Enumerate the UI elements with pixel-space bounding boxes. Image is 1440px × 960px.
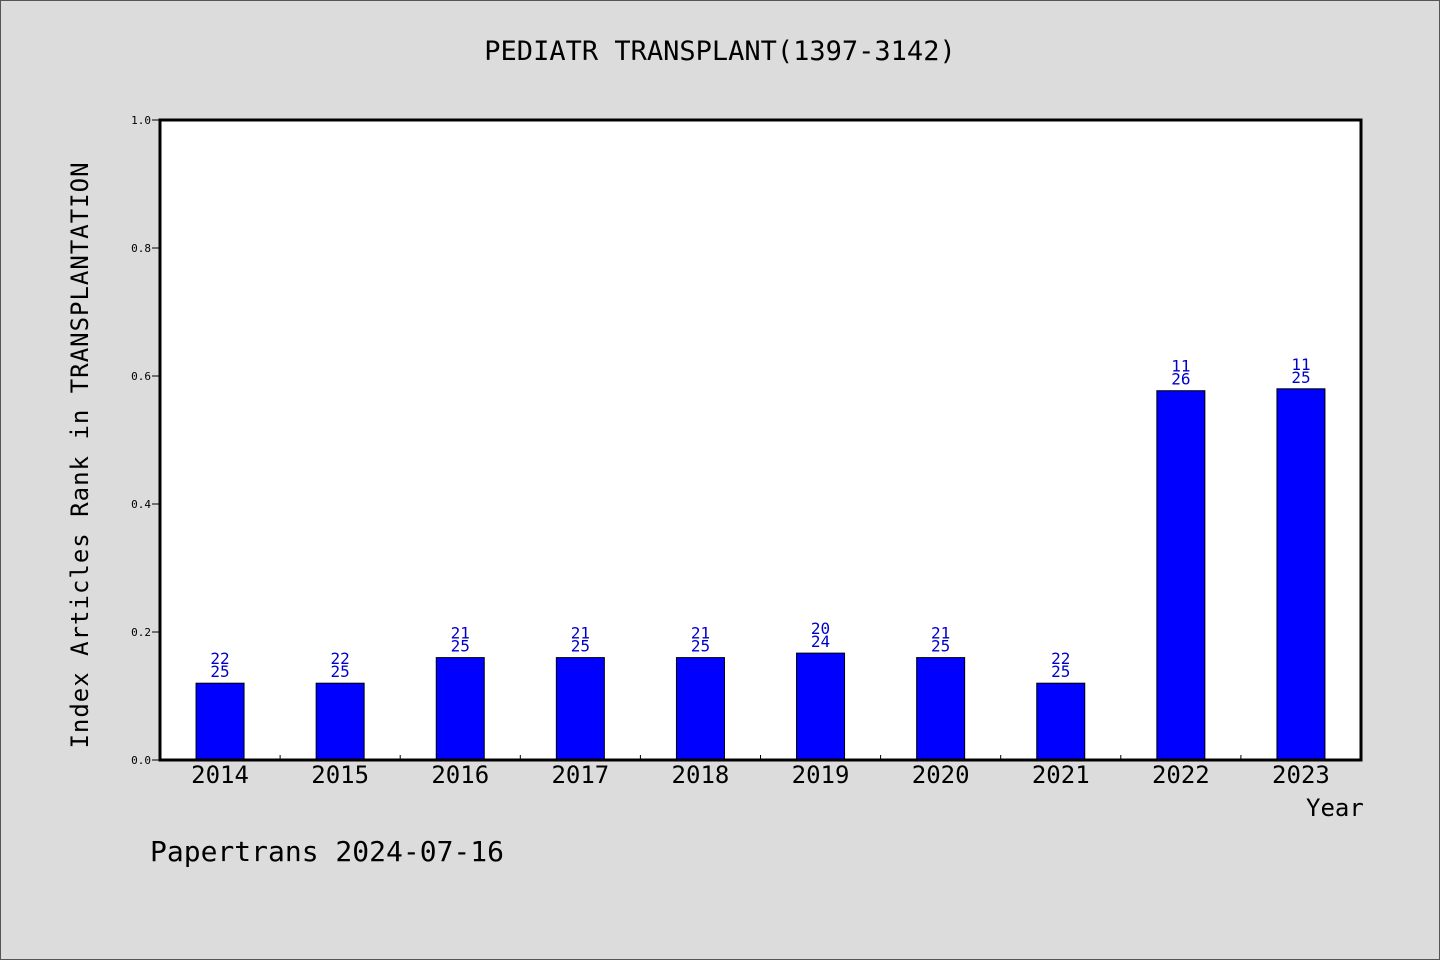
bar-total-label: 26	[1171, 370, 1190, 389]
bar	[315, 682, 365, 761]
x-tick-label: 2016	[431, 761, 489, 789]
bar-total-label: 24	[811, 632, 830, 651]
plot-border	[158, 118, 1363, 762]
y-tick-label: 1.0	[131, 114, 151, 127]
bar-rank-label: 21	[451, 624, 470, 643]
x-tick-label: 2022	[1152, 761, 1210, 789]
bar	[916, 657, 966, 761]
bar	[1156, 390, 1206, 761]
bar-rank-label: 21	[931, 624, 950, 643]
bar-rank-label: 22	[1051, 649, 1070, 668]
x-tick-label: 2020	[912, 761, 970, 789]
bar-rank-label: 11	[1291, 355, 1310, 374]
bar	[1036, 682, 1086, 761]
bar	[195, 682, 245, 761]
y-tick-label: 0.8	[131, 242, 151, 255]
bar-rank-label: 22	[210, 649, 229, 668]
bar-rank-label: 22	[331, 649, 350, 668]
y-tick-label: 0.4	[131, 498, 151, 511]
bar-rank-label: 11	[1171, 357, 1190, 376]
bar-total-label: 25	[931, 637, 950, 656]
x-tick-label: 2014	[191, 761, 249, 789]
chart-title: PEDIATR TRANSPLANT(1397-3142)	[484, 36, 956, 67]
bar-total-label: 25	[451, 637, 470, 656]
bar-total-label: 25	[331, 662, 350, 681]
x-axis-label: Year	[1306, 794, 1364, 822]
bar-rank-label: 21	[691, 624, 710, 643]
bar-total-label: 25	[1291, 368, 1310, 387]
y-tick-label: 0.0	[131, 754, 151, 767]
x-tick-label: 2019	[792, 761, 850, 789]
bar	[435, 657, 485, 761]
bar	[555, 657, 605, 761]
y-tick-label: 0.6	[131, 370, 151, 383]
bar-total-label: 25	[571, 637, 590, 656]
x-tick-label: 2021	[1032, 761, 1090, 789]
bar-total-label: 25	[210, 662, 229, 681]
x-tick-label: 2018	[672, 761, 730, 789]
x-tick-label: 2015	[311, 761, 369, 789]
y-axis-label: Index Articles Rank in TRANSPLANTATION	[66, 161, 94, 749]
footer-credit: Papertrans 2024-07-16	[150, 835, 505, 868]
y-tick-label: 0.2	[131, 626, 151, 639]
bar-total-label: 25	[1051, 662, 1070, 681]
bar	[1276, 388, 1326, 761]
x-tick-label: 2017	[551, 761, 609, 789]
bar-total-label: 25	[691, 637, 710, 656]
bar-rank-label: 20	[811, 619, 830, 638]
x-tick-label: 2023	[1272, 761, 1330, 789]
bar	[675, 657, 725, 761]
bar-rank-label: 21	[571, 624, 590, 643]
bar	[796, 652, 846, 761]
